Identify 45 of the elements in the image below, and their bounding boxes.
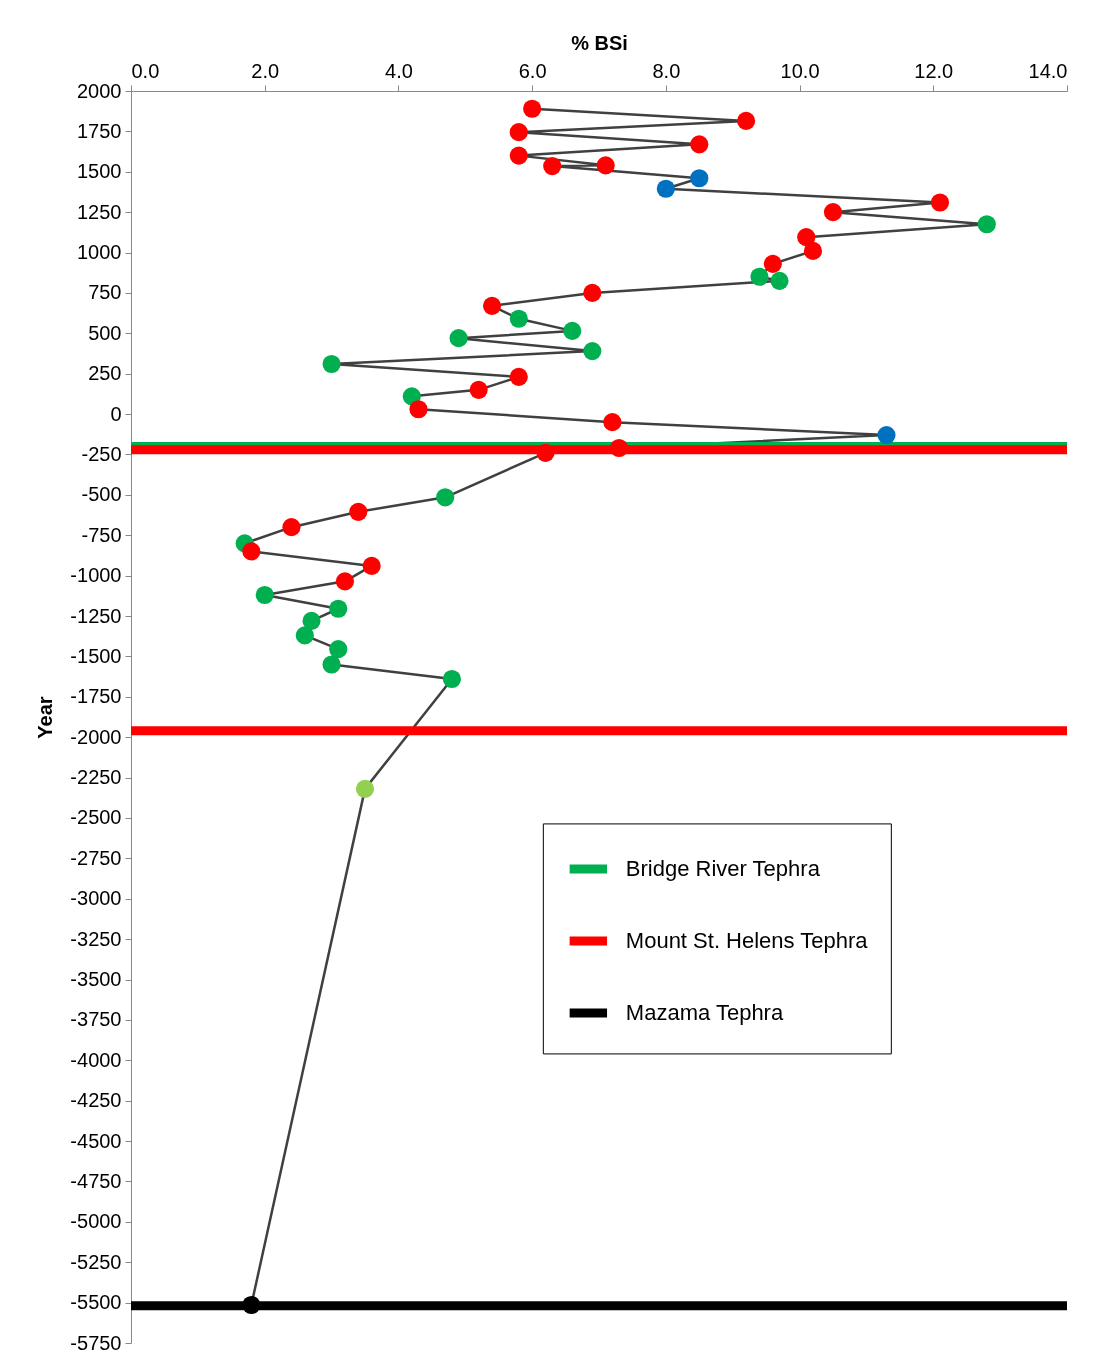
legend-label: Mazama Tephra [625,999,784,1025]
y-tick-label: 2000 [77,79,122,102]
legend-label: Bridge River Tephra [625,855,821,881]
x-axis-title: % BSi [571,31,628,54]
y-tick-label: -500 [81,483,122,506]
y-tick-label: 1250 [77,200,122,223]
y-tick-label: -4250 [70,1089,122,1112]
y-tick-label: -2250 [70,766,122,789]
y-tick-label: 750 [88,281,122,304]
x-tick-label: 0.0 [131,59,160,82]
x-tick-label: 4.0 [385,59,413,82]
x-tick-label: 12.0 [914,59,954,82]
x-tick-label: 8.0 [652,59,681,82]
x-tick-label: 6.0 [518,59,547,82]
y-tick-label: -5500 [70,1291,122,1314]
y-tick-label: -3000 [70,887,122,910]
y-tick-label: -2500 [70,806,122,829]
x-tick-label: 2.0 [251,59,280,82]
y-tick-label: -1500 [70,644,122,667]
y-tick-label: 1750 [77,119,122,142]
y-tick-label: -250 [81,442,122,465]
y-tick-label: -1750 [70,685,122,708]
y-tick-label: 500 [88,321,122,344]
y-tick-label: -5750 [70,1331,122,1354]
y-tick-label: -750 [81,523,122,546]
y-tick-label: -4500 [70,1129,122,1152]
y-tick-label: -2000 [70,725,122,748]
y-tick-label: -5000 [70,1210,122,1233]
y-tick-label: -5250 [70,1250,122,1273]
y-tick-label: 1500 [77,160,122,183]
y-axis-title: Year [34,696,57,739]
y-tick-label: -4000 [70,1048,122,1071]
y-tick-label: 1000 [77,241,122,264]
y-tick-label: -1250 [70,604,122,627]
y-tick-label: -1000 [70,564,122,587]
x-tick-label: 10.0 [780,59,820,82]
legend-label: Mount St. Helens Tephra [625,927,869,953]
y-tick-label: -2750 [70,846,122,869]
x-tick-label: 14.0 [1028,59,1068,82]
y-tick-label: -3500 [70,968,122,991]
y-tick-label: -4750 [70,1169,122,1192]
y-tick-label: 250 [88,362,122,385]
y-tick-label: -3250 [70,927,122,950]
y-tick-label: -3750 [70,1008,122,1031]
y-tick-label: 0 [110,402,122,425]
